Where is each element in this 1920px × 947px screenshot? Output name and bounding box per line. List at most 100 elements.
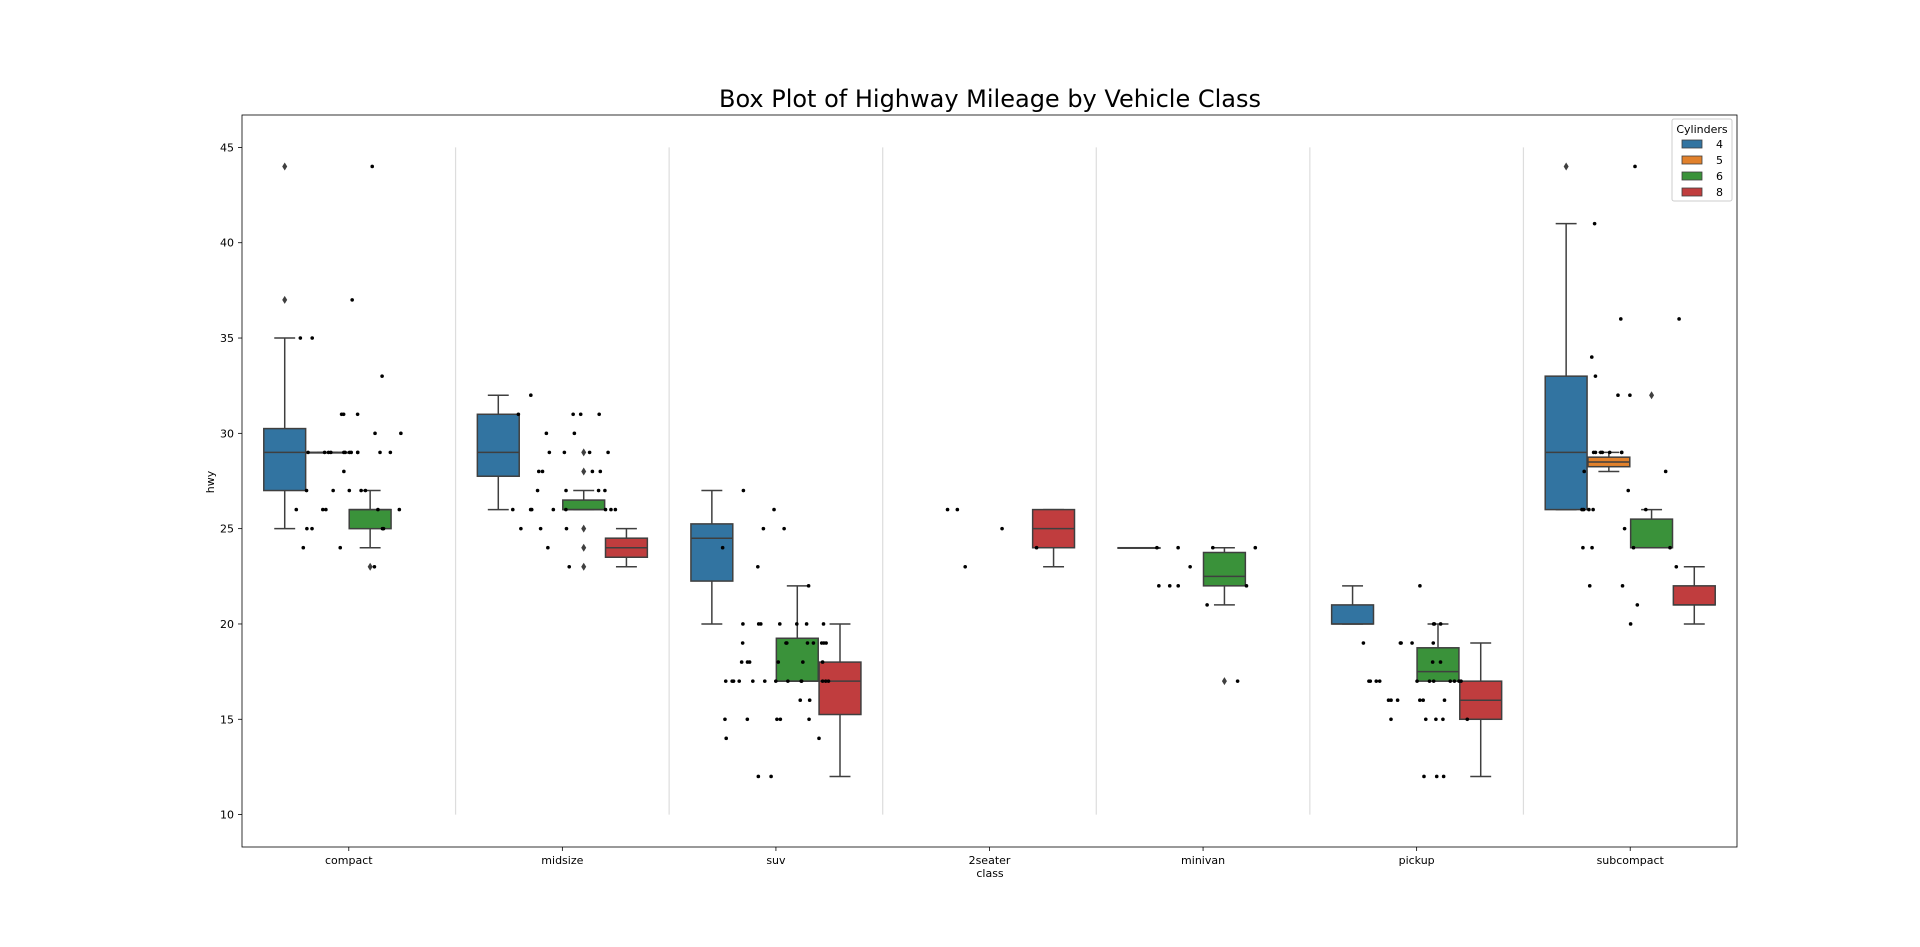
y-tick-label: 15 [220,713,234,726]
box-subcompact-cyl-8 [1672,566,1716,625]
strip-point [1244,584,1249,588]
box-compact-cyl-4 [263,162,307,530]
box-subcompact-cyl-6 [1629,391,1674,549]
strip-point [529,507,534,512]
box-pickup-cyl-8 [1459,642,1503,778]
box-body [775,637,819,682]
strip-point [1607,450,1612,455]
strip-point [1167,584,1172,588]
strip-point [1410,641,1414,645]
x-tick-label: compact [325,854,373,867]
legend-swatch-5 [1681,155,1703,165]
strip-point [1434,774,1439,779]
strip-point [807,698,812,703]
strip-point [801,660,805,664]
strip-point [1618,317,1623,321]
strip-point [794,622,799,626]
box-midsize-cyl-6 [562,448,606,571]
y-tick-label: 45 [220,141,234,154]
x-tick-label: 2seater [969,854,1011,867]
legend-swatch-4 [1681,139,1703,149]
x-tick-label: pickup [1399,854,1435,867]
strip-point [1377,679,1382,683]
strip-point [1235,679,1240,683]
box-body [562,499,606,511]
strip-point [324,507,328,512]
strip-point [598,469,603,474]
strip-point [516,412,521,417]
strip-point [811,641,816,645]
strip-point [1628,622,1633,626]
strip-point [603,488,607,493]
strip-point [1386,698,1391,703]
strip-point [817,736,821,741]
strip-point [326,450,331,455]
strip-point [1421,698,1425,703]
strip-point [963,564,967,569]
strip-point [737,679,742,683]
strip-point [1593,374,1598,378]
strip-point [741,622,745,626]
strip-point [538,526,543,531]
strip-point [355,412,360,417]
box-minivan-cyl-6 [1202,546,1247,686]
strip-point [1361,641,1366,645]
strip-point [564,488,568,493]
strip-point [342,469,346,474]
strip-point [322,450,327,455]
strip-point [1176,584,1181,588]
strip-point [1622,526,1627,531]
strip-point [540,469,545,474]
strip-point [1628,393,1632,398]
strip-point [1581,545,1585,550]
strip-point [310,526,314,531]
strip-point [739,660,744,664]
strip-point [310,336,315,340]
strip-point [567,564,572,569]
strip-point [1591,450,1596,455]
strip-point [745,660,750,664]
strip-point [1635,603,1640,607]
strip-point [1668,545,1672,550]
y-tick-label: 30 [220,427,234,440]
box-body [1629,518,1674,549]
strip-point [388,450,393,455]
x-tick-label: midsize [541,854,583,867]
strip-point [597,412,601,417]
strip-point [321,507,325,512]
strip-point [372,564,377,569]
strip-point [355,450,360,455]
box-suv-cyl-6 [775,585,819,682]
strip-point [529,393,533,398]
strip-point [298,336,303,340]
strip-point [397,507,402,512]
legend-label-6: 6 [1716,170,1723,183]
strip-point [756,564,760,569]
outlier-point [581,562,587,571]
legend-label-5: 5 [1716,154,1723,167]
strip-point [777,622,782,626]
strip-point [1457,679,1461,683]
outlier-point [581,448,587,457]
x-tick-label: suv [766,854,786,867]
strip-point [740,641,745,645]
strip-point [819,641,824,645]
strip-point [613,507,618,512]
box-body [690,523,734,582]
box-midsize-cyl-4 [476,394,520,511]
outlier-point [282,295,288,304]
box-midsize-cyl-8 [604,527,649,568]
strip-point [350,298,354,302]
strip-point [1442,698,1447,703]
x-axis-title: class [976,867,1004,880]
strip-point [769,774,773,779]
strip-point [339,412,344,417]
strip-point [1368,679,1373,683]
strip-point [546,545,550,550]
box-body [1416,647,1460,682]
strip-point [1674,564,1679,569]
strip-point [596,488,601,493]
strip-point [955,507,960,512]
